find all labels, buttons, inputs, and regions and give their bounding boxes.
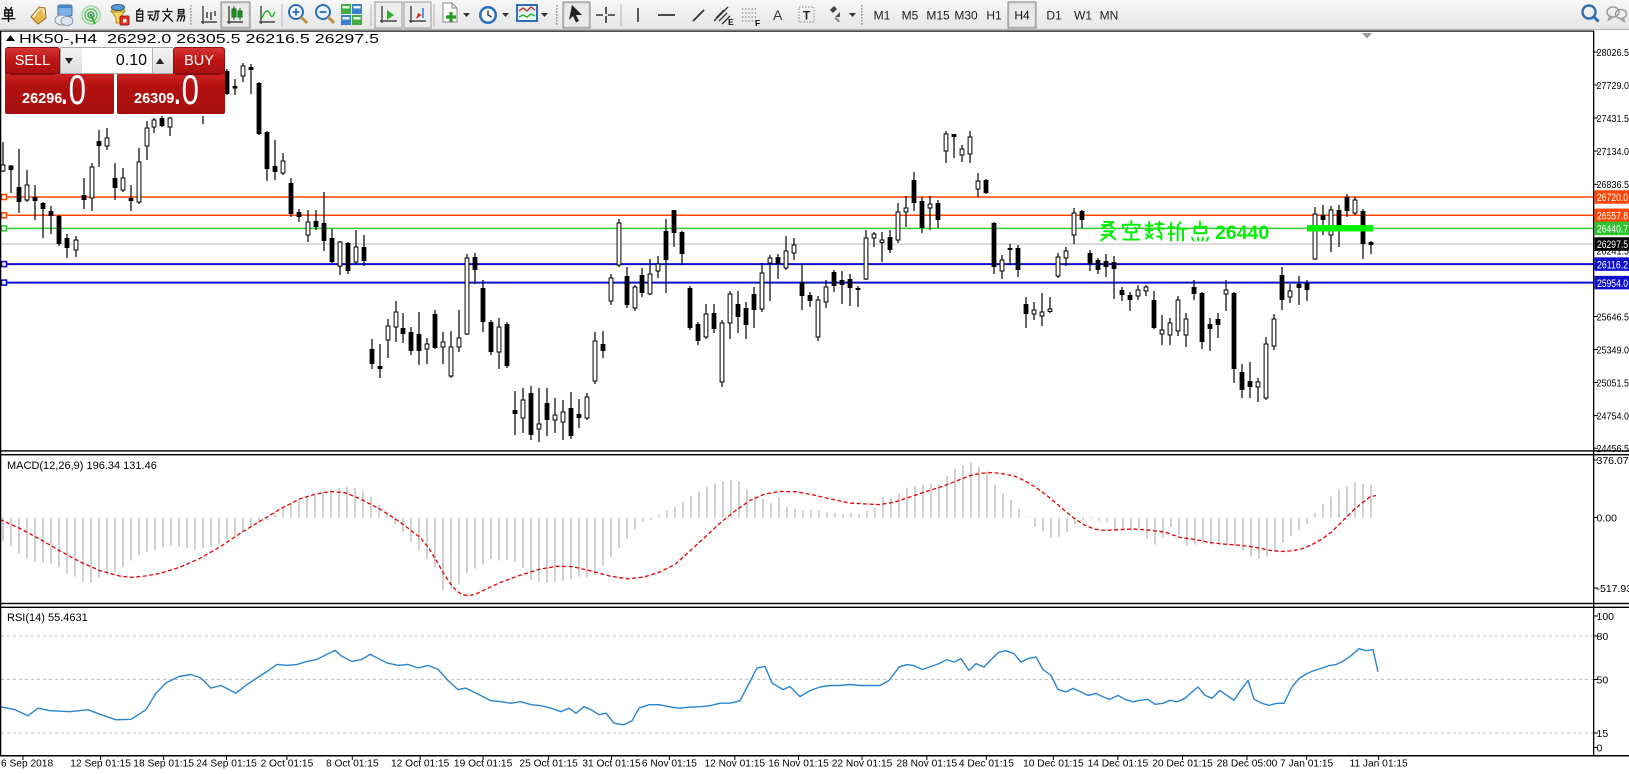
svg-text:A: A <box>773 7 783 23</box>
svg-text:100: 100 <box>1597 611 1615 623</box>
svg-text:12 Sep 01:15: 12 Sep 01:15 <box>70 759 131 770</box>
svg-text:16 Nov 01:15: 16 Nov 01:15 <box>768 759 829 770</box>
svg-text:4 Dec 01:15: 4 Dec 01:15 <box>959 759 1014 770</box>
svg-text:M1: M1 <box>874 9 891 23</box>
svg-text:26297.5: 26297.5 <box>1597 239 1628 251</box>
svg-text:27431.5: 27431.5 <box>1597 113 1629 125</box>
svg-text:24456.5: 24456.5 <box>1597 443 1629 455</box>
svg-text:25954.0: 25954.0 <box>1597 278 1628 290</box>
svg-text:25 Oct 01:15: 25 Oct 01:15 <box>519 759 578 770</box>
svg-text:26116.2: 26116.2 <box>1597 259 1628 271</box>
svg-text:28026.5: 28026.5 <box>1597 47 1629 59</box>
svg-text:MACD(12,26,9) 196.34 131.46: MACD(12,26,9) 196.34 131.46 <box>7 460 157 472</box>
svg-text:28 Nov 01:15: 28 Nov 01:15 <box>896 759 957 770</box>
svg-text:376.07: 376.07 <box>1597 455 1629 467</box>
svg-text:27729.0: 27729.0 <box>1597 80 1629 92</box>
svg-text:25646.5: 25646.5 <box>1597 311 1629 323</box>
svg-text:6 Nov 01:15: 6 Nov 01:15 <box>642 759 697 770</box>
svg-text:31 Oct 01:15: 31 Oct 01:15 <box>582 759 641 770</box>
svg-text:12 Nov 01:15: 12 Nov 01:15 <box>704 759 765 770</box>
svg-text:27134.0: 27134.0 <box>1597 146 1629 158</box>
svg-text:HK50-,H4 26292.0 26305.5 2621: HK50-,H4 26292.0 26305.5 26216.5 26297.5 <box>19 31 379 46</box>
svg-text:RSI(14) 55.4631: RSI(14) 55.4631 <box>7 612 88 624</box>
svg-text:H4: H4 <box>1014 9 1030 23</box>
svg-text:26836.5: 26836.5 <box>1597 179 1629 191</box>
svg-text:26440: 26440 <box>1215 222 1269 244</box>
svg-text:25051.5: 25051.5 <box>1597 377 1629 389</box>
svg-text:8 Oct 01:15: 8 Oct 01:15 <box>326 759 379 770</box>
svg-text:22 Nov 01:15: 22 Nov 01:15 <box>832 759 893 770</box>
svg-text:M30: M30 <box>954 9 978 23</box>
svg-text:50: 50 <box>1597 674 1609 686</box>
svg-text:18 Sep 01:15: 18 Sep 01:15 <box>133 759 194 770</box>
svg-text:19 Oct 01:15: 19 Oct 01:15 <box>454 759 513 770</box>
svg-text:M5: M5 <box>902 9 919 23</box>
svg-text:6 Sep 2018: 6 Sep 2018 <box>1 759 53 770</box>
svg-text:MN: MN <box>1100 9 1119 23</box>
svg-text:0: 0 <box>1597 742 1603 754</box>
svg-text:11 Jan 01:15: 11 Jan 01:15 <box>1350 759 1408 770</box>
svg-text:26440.7: 26440.7 <box>1597 224 1628 236</box>
svg-text:26241.5: 26241.5 <box>1597 245 1629 257</box>
svg-text:10 Dec 01:15: 10 Dec 01:15 <box>1023 759 1084 770</box>
svg-text:2 Oct 01:15: 2 Oct 01:15 <box>261 759 314 770</box>
svg-text:0.00: 0.00 <box>1597 512 1618 524</box>
svg-text:24 Sep 01:15: 24 Sep 01:15 <box>196 759 257 770</box>
svg-text:E: E <box>728 17 734 27</box>
svg-text:24754.0: 24754.0 <box>1597 410 1629 422</box>
svg-text:-517.93: -517.93 <box>1597 583 1629 595</box>
svg-text:D1: D1 <box>1046 9 1062 23</box>
svg-text:12 Oct 01:15: 12 Oct 01:15 <box>391 759 450 770</box>
svg-text:T: T <box>803 11 810 23</box>
svg-text:25349.0: 25349.0 <box>1597 344 1629 356</box>
svg-text:26557.8: 26557.8 <box>1597 211 1628 223</box>
svg-text:28 Dec 05:00: 28 Dec 05:00 <box>1217 759 1278 770</box>
svg-text:20 Dec 01:15: 20 Dec 01:15 <box>1152 759 1213 770</box>
svg-text:F: F <box>755 18 760 28</box>
svg-text:15: 15 <box>1597 728 1609 740</box>
svg-text:80: 80 <box>1597 631 1609 643</box>
svg-text:M15: M15 <box>926 9 950 23</box>
svg-text:H1: H1 <box>986 9 1002 23</box>
svg-text:14 Dec 01:15: 14 Dec 01:15 <box>1088 759 1149 770</box>
svg-text:7 Jan 01:15: 7 Jan 01:15 <box>1280 759 1334 770</box>
svg-text:W1: W1 <box>1074 9 1092 23</box>
svg-text:26720.0: 26720.0 <box>1597 192 1628 204</box>
